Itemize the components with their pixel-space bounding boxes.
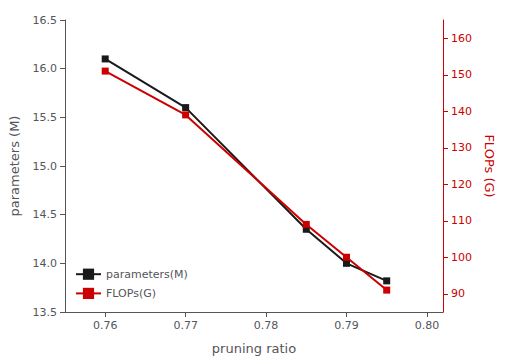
- svg-text:120: 120: [451, 178, 472, 191]
- svg-text:FLOPs(G): FLOPs(G): [106, 287, 156, 300]
- svg-text:0.77: 0.77: [173, 319, 198, 332]
- svg-text:0.80: 0.80: [415, 319, 440, 332]
- svg-text:150: 150: [451, 68, 472, 81]
- svg-text:0.76: 0.76: [93, 319, 118, 332]
- svg-text:15.0: 15.0: [33, 160, 58, 173]
- svg-text:pruning ratio: pruning ratio: [212, 341, 296, 356]
- svg-text:FLOPs (G): FLOPs (G): [482, 134, 497, 197]
- svg-text:160: 160: [451, 32, 472, 45]
- svg-text:13.5: 13.5: [33, 306, 58, 319]
- svg-text:0.78: 0.78: [254, 319, 279, 332]
- svg-text:16.0: 16.0: [33, 62, 58, 75]
- svg-text:130: 130: [451, 141, 472, 154]
- svg-text:90: 90: [451, 287, 465, 300]
- svg-text:14.5: 14.5: [33, 208, 58, 221]
- svg-text:16.5: 16.5: [33, 14, 58, 27]
- svg-text:parameters (M): parameters (M): [7, 116, 22, 217]
- svg-text:parameters(M): parameters(M): [106, 268, 188, 281]
- svg-text:100: 100: [451, 251, 472, 264]
- svg-text:0.79: 0.79: [334, 319, 359, 332]
- svg-text:15.5: 15.5: [33, 111, 58, 124]
- svg-text:14.0: 14.0: [33, 257, 58, 270]
- svg-text:110: 110: [451, 214, 472, 227]
- svg-text:140: 140: [451, 105, 472, 118]
